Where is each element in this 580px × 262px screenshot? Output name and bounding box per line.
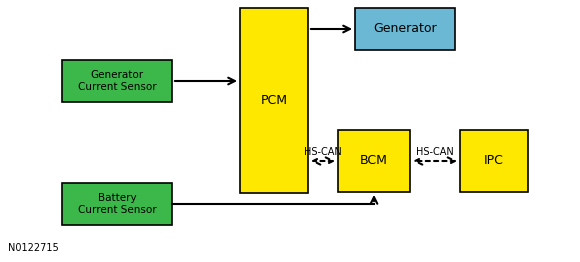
FancyBboxPatch shape (338, 130, 410, 192)
Text: Generator
Current Sensor: Generator Current Sensor (78, 70, 157, 92)
FancyBboxPatch shape (62, 60, 172, 102)
Text: HS-CAN: HS-CAN (416, 147, 454, 157)
Text: BCM: BCM (360, 155, 388, 167)
FancyBboxPatch shape (62, 183, 172, 225)
Text: Battery
Current Sensor: Battery Current Sensor (78, 193, 157, 215)
Text: PCM: PCM (260, 94, 288, 107)
Text: Generator: Generator (373, 23, 437, 35)
Text: HS-CAN: HS-CAN (304, 147, 342, 157)
Text: IPC: IPC (484, 155, 504, 167)
FancyBboxPatch shape (355, 8, 455, 50)
FancyBboxPatch shape (240, 8, 308, 193)
Text: N0122715: N0122715 (8, 243, 59, 253)
FancyBboxPatch shape (460, 130, 528, 192)
